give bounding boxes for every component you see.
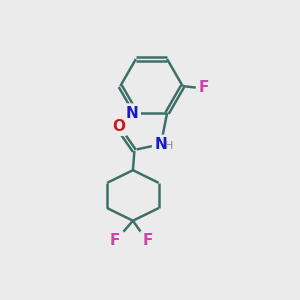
Text: H: H xyxy=(165,141,173,152)
Text: F: F xyxy=(110,232,120,247)
Text: O: O xyxy=(112,119,125,134)
Text: F: F xyxy=(142,232,153,247)
Text: N: N xyxy=(154,137,167,152)
Text: F: F xyxy=(198,80,209,95)
Text: N: N xyxy=(126,106,139,121)
